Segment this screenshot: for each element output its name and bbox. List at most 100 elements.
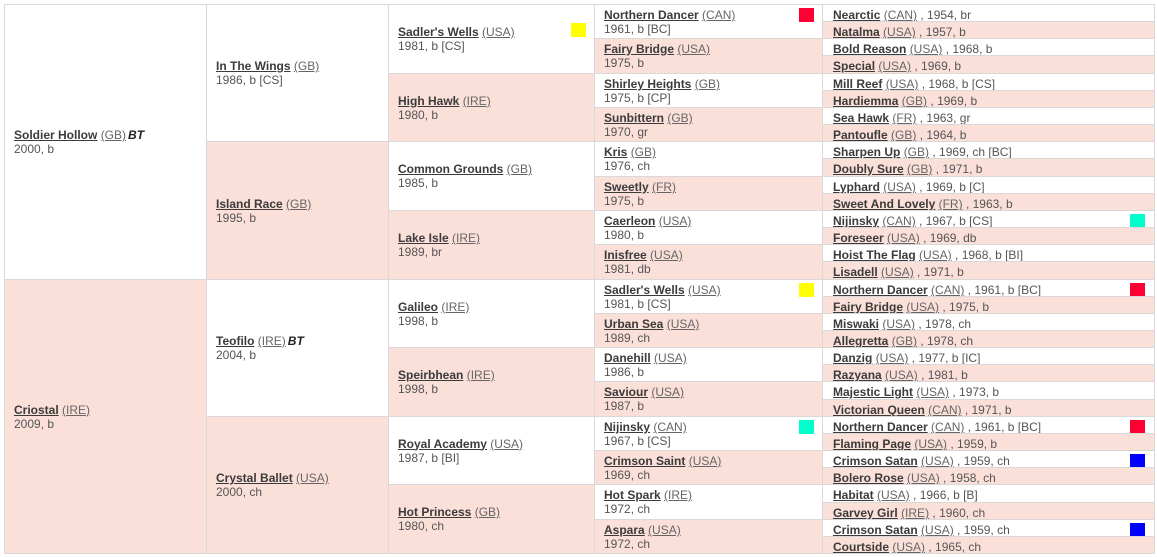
horse-country-link[interactable]: (GB) (293, 59, 320, 73)
horse-name-link[interactable]: Flaming Page (833, 437, 912, 451)
horse-name-link[interactable]: Sadler's Wells (604, 283, 685, 297)
horse-name-link[interactable]: Lisadell (833, 265, 878, 279)
horse-name-link[interactable]: Courtside (833, 540, 890, 554)
horse-name-link[interactable]: Bold Reason (833, 42, 907, 56)
horse-country-link[interactable]: (USA) (921, 523, 954, 537)
horse-name-link[interactable]: Shirley Heights (604, 77, 692, 91)
horse-country-link[interactable]: (USA) (877, 488, 910, 502)
horse-name-link[interactable]: Razyana (833, 368, 882, 382)
horse-country-link[interactable]: (GB) (891, 334, 918, 348)
horse-name-link[interactable]: Sadler's Wells (398, 25, 479, 39)
horse-country-link[interactable]: (USA) (650, 248, 683, 262)
horse-name-link[interactable]: High Hawk (398, 93, 460, 108)
horse-country-link[interactable]: (CAN) (702, 8, 736, 22)
horse-name-link[interactable]: Nijinsky (833, 214, 880, 228)
horse-country-link[interactable]: (USA) (885, 77, 919, 91)
horse-name-link[interactable]: Hardiemma (833, 94, 899, 108)
horse-name-link[interactable]: Victorian Queen (833, 403, 925, 417)
horse-name-link[interactable]: Kris (604, 145, 628, 159)
horse-country-link[interactable]: (CAN) (882, 214, 916, 228)
horse-name-link[interactable]: Soldier Hollow (14, 128, 98, 142)
horse-country-link[interactable]: (USA) (878, 59, 912, 73)
horse-name-link[interactable]: Habitat (833, 488, 874, 502)
horse-name-link[interactable]: Fairy Bridge (604, 42, 675, 56)
horse-country-link[interactable]: (FR) (938, 197, 963, 211)
horse-name-link[interactable]: Fairy Bridge (833, 300, 904, 314)
horse-name-link[interactable]: Majestic Light (833, 385, 914, 399)
horse-country-link[interactable]: (USA) (906, 300, 940, 314)
horse-name-link[interactable]: Doubly Sure (833, 162, 904, 176)
horse-country-link[interactable]: (USA) (651, 385, 685, 399)
horse-name-link[interactable]: Pantoufle (833, 128, 888, 142)
horse-name-link[interactable]: Mill Reef (833, 77, 883, 91)
horse-name-link[interactable]: Hot Princess (398, 505, 472, 519)
horse-name-link[interactable]: Foreseer (833, 231, 884, 245)
horse-name-link[interactable]: Miswaki (833, 317, 880, 331)
horse-name-link[interactable]: Nearctic (833, 8, 881, 22)
horse-country-link[interactable]: (CAN) (928, 403, 962, 417)
horse-name-link[interactable]: Criostal (14, 402, 59, 417)
horse-country-link[interactable]: (USA) (296, 471, 329, 485)
horse-name-link[interactable]: Allegretta (833, 334, 889, 348)
horse-country-link[interactable]: (GB) (286, 196, 312, 211)
horse-country-link[interactable]: (USA) (482, 25, 515, 39)
horse-country-link[interactable]: (GB) (630, 145, 657, 159)
horse-name-link[interactable]: Saviour (604, 385, 649, 399)
horse-country-link[interactable]: (IRE) (452, 231, 481, 245)
horse-name-link[interactable]: Sea Hawk (833, 111, 890, 125)
horse-name-link[interactable]: Crimson Satan (833, 523, 918, 537)
horse-name-link[interactable]: Teofilo (216, 334, 255, 348)
horse-name-link[interactable]: Hoist The Flag (833, 248, 916, 262)
horse-country-link[interactable]: (USA) (909, 42, 943, 56)
horse-country-link[interactable]: (USA) (882, 317, 916, 331)
horse-name-link[interactable]: Crimson Satan (833, 454, 918, 468)
horse-country-link[interactable]: (USA) (892, 540, 926, 554)
horse-name-link[interactable]: Garvey Girl (833, 506, 898, 520)
horse-name-link[interactable]: Sweet And Lovely (833, 197, 936, 211)
horse-country-link[interactable]: (USA) (654, 351, 687, 365)
horse-name-link[interactable]: Danehill (604, 351, 651, 365)
horse-country-link[interactable]: (USA) (648, 523, 681, 537)
horse-name-link[interactable]: Sweetly (604, 180, 649, 194)
horse-name-link[interactable]: Island Race (216, 196, 283, 211)
horse-name-link[interactable]: Galileo (398, 299, 439, 314)
horse-name-link[interactable]: Lyphard (833, 180, 880, 194)
horse-country-link[interactable]: (GB) (667, 111, 693, 125)
horse-name-link[interactable]: Caerleon (604, 214, 656, 228)
horse-name-link[interactable]: Aspara (604, 523, 645, 537)
horse-country-link[interactable]: (IRE) (62, 402, 91, 417)
horse-country-link[interactable]: (USA) (883, 25, 916, 39)
horse-name-link[interactable]: Crystal Ballet (216, 471, 293, 485)
horse-country-link[interactable]: (USA) (907, 471, 940, 485)
horse-name-link[interactable]: Bolero Rose (833, 471, 904, 485)
horse-country-link[interactable]: (USA) (883, 180, 916, 194)
horse-name-link[interactable]: Sunbittern (604, 111, 664, 125)
horse-country-link[interactable]: (USA) (875, 351, 909, 365)
horse-name-link[interactable]: Royal Academy (398, 436, 487, 451)
horse-name-link[interactable]: Lake Isle (398, 231, 449, 245)
horse-country-link[interactable]: (USA) (688, 454, 722, 468)
horse-name-link[interactable]: Danzig (833, 351, 873, 365)
horse-country-link[interactable]: (USA) (688, 283, 721, 297)
horse-country-link[interactable]: (CAN) (883, 8, 918, 22)
horse-country-link[interactable]: (USA) (887, 231, 920, 245)
horse-country-link[interactable]: (IRE) (441, 299, 470, 314)
horse-country-link[interactable]: (USA) (914, 437, 948, 451)
horse-country-link[interactable]: (IRE) (462, 93, 491, 108)
horse-country-link[interactable]: (CAN) (931, 420, 965, 434)
horse-name-link[interactable]: Hot Spark (604, 488, 661, 502)
horse-country-link[interactable]: (GB) (474, 505, 501, 519)
horse-name-link[interactable]: Special (833, 59, 876, 73)
horse-country-link[interactable]: (CAN) (931, 283, 965, 297)
horse-country-link[interactable]: (CAN) (653, 420, 687, 434)
horse-country-link[interactable]: (IRE) (664, 488, 693, 502)
horse-country-link[interactable]: (GB) (903, 145, 930, 159)
horse-country-link[interactable]: (IRE) (466, 368, 495, 382)
horse-name-link[interactable]: Crimson Saint (604, 454, 686, 468)
horse-name-link[interactable]: Speirbhean (398, 368, 464, 382)
horse-name-link[interactable]: Nijinsky (604, 420, 651, 434)
horse-name-link[interactable]: Natalma (833, 25, 880, 39)
horse-country-link[interactable]: (GB) (506, 162, 533, 176)
horse-country-link[interactable]: (USA) (677, 42, 711, 56)
horse-name-link[interactable]: In The Wings (216, 59, 291, 73)
